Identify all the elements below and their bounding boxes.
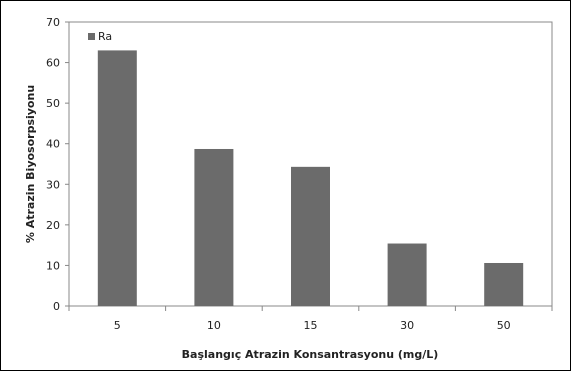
- y-tick-label: 0: [53, 300, 60, 313]
- y-tick-label: 20: [46, 219, 60, 232]
- bar-5: [97, 50, 137, 307]
- x-tick-label: 10: [207, 319, 221, 332]
- legend: Ra: [88, 30, 112, 43]
- y-tick-label: 40: [46, 138, 60, 151]
- y-axis-ticks: 0 10 20 30 40 50 60 70: [46, 16, 69, 313]
- x-tick-label: 15: [304, 319, 318, 332]
- y-axis-title: % Atrazin Biyosorpsiyonu: [24, 85, 37, 243]
- x-tick-label: 50: [497, 319, 511, 332]
- bar-50: [484, 262, 524, 306]
- bar-15: [291, 166, 330, 306]
- legend-label: Ra: [98, 30, 112, 43]
- x-axis-title: Başlangıç Atrazin Konsantrasyonu (mg/L): [182, 348, 439, 361]
- bar-10: [194, 148, 234, 306]
- y-tick-label: 70: [46, 16, 60, 29]
- x-tick-label: 5: [114, 319, 121, 332]
- x-tick-label: 30: [400, 319, 414, 332]
- y-tick-label: 10: [46, 259, 60, 272]
- bars: [97, 50, 524, 307]
- legend-swatch: [88, 33, 95, 40]
- y-tick-label: 60: [46, 57, 60, 70]
- y-tick-label: 50: [46, 97, 60, 110]
- y-tick-label: 30: [46, 178, 60, 191]
- bar-30: [387, 243, 427, 306]
- x-axis-ticks: 5 10 15 30 50: [68, 306, 553, 332]
